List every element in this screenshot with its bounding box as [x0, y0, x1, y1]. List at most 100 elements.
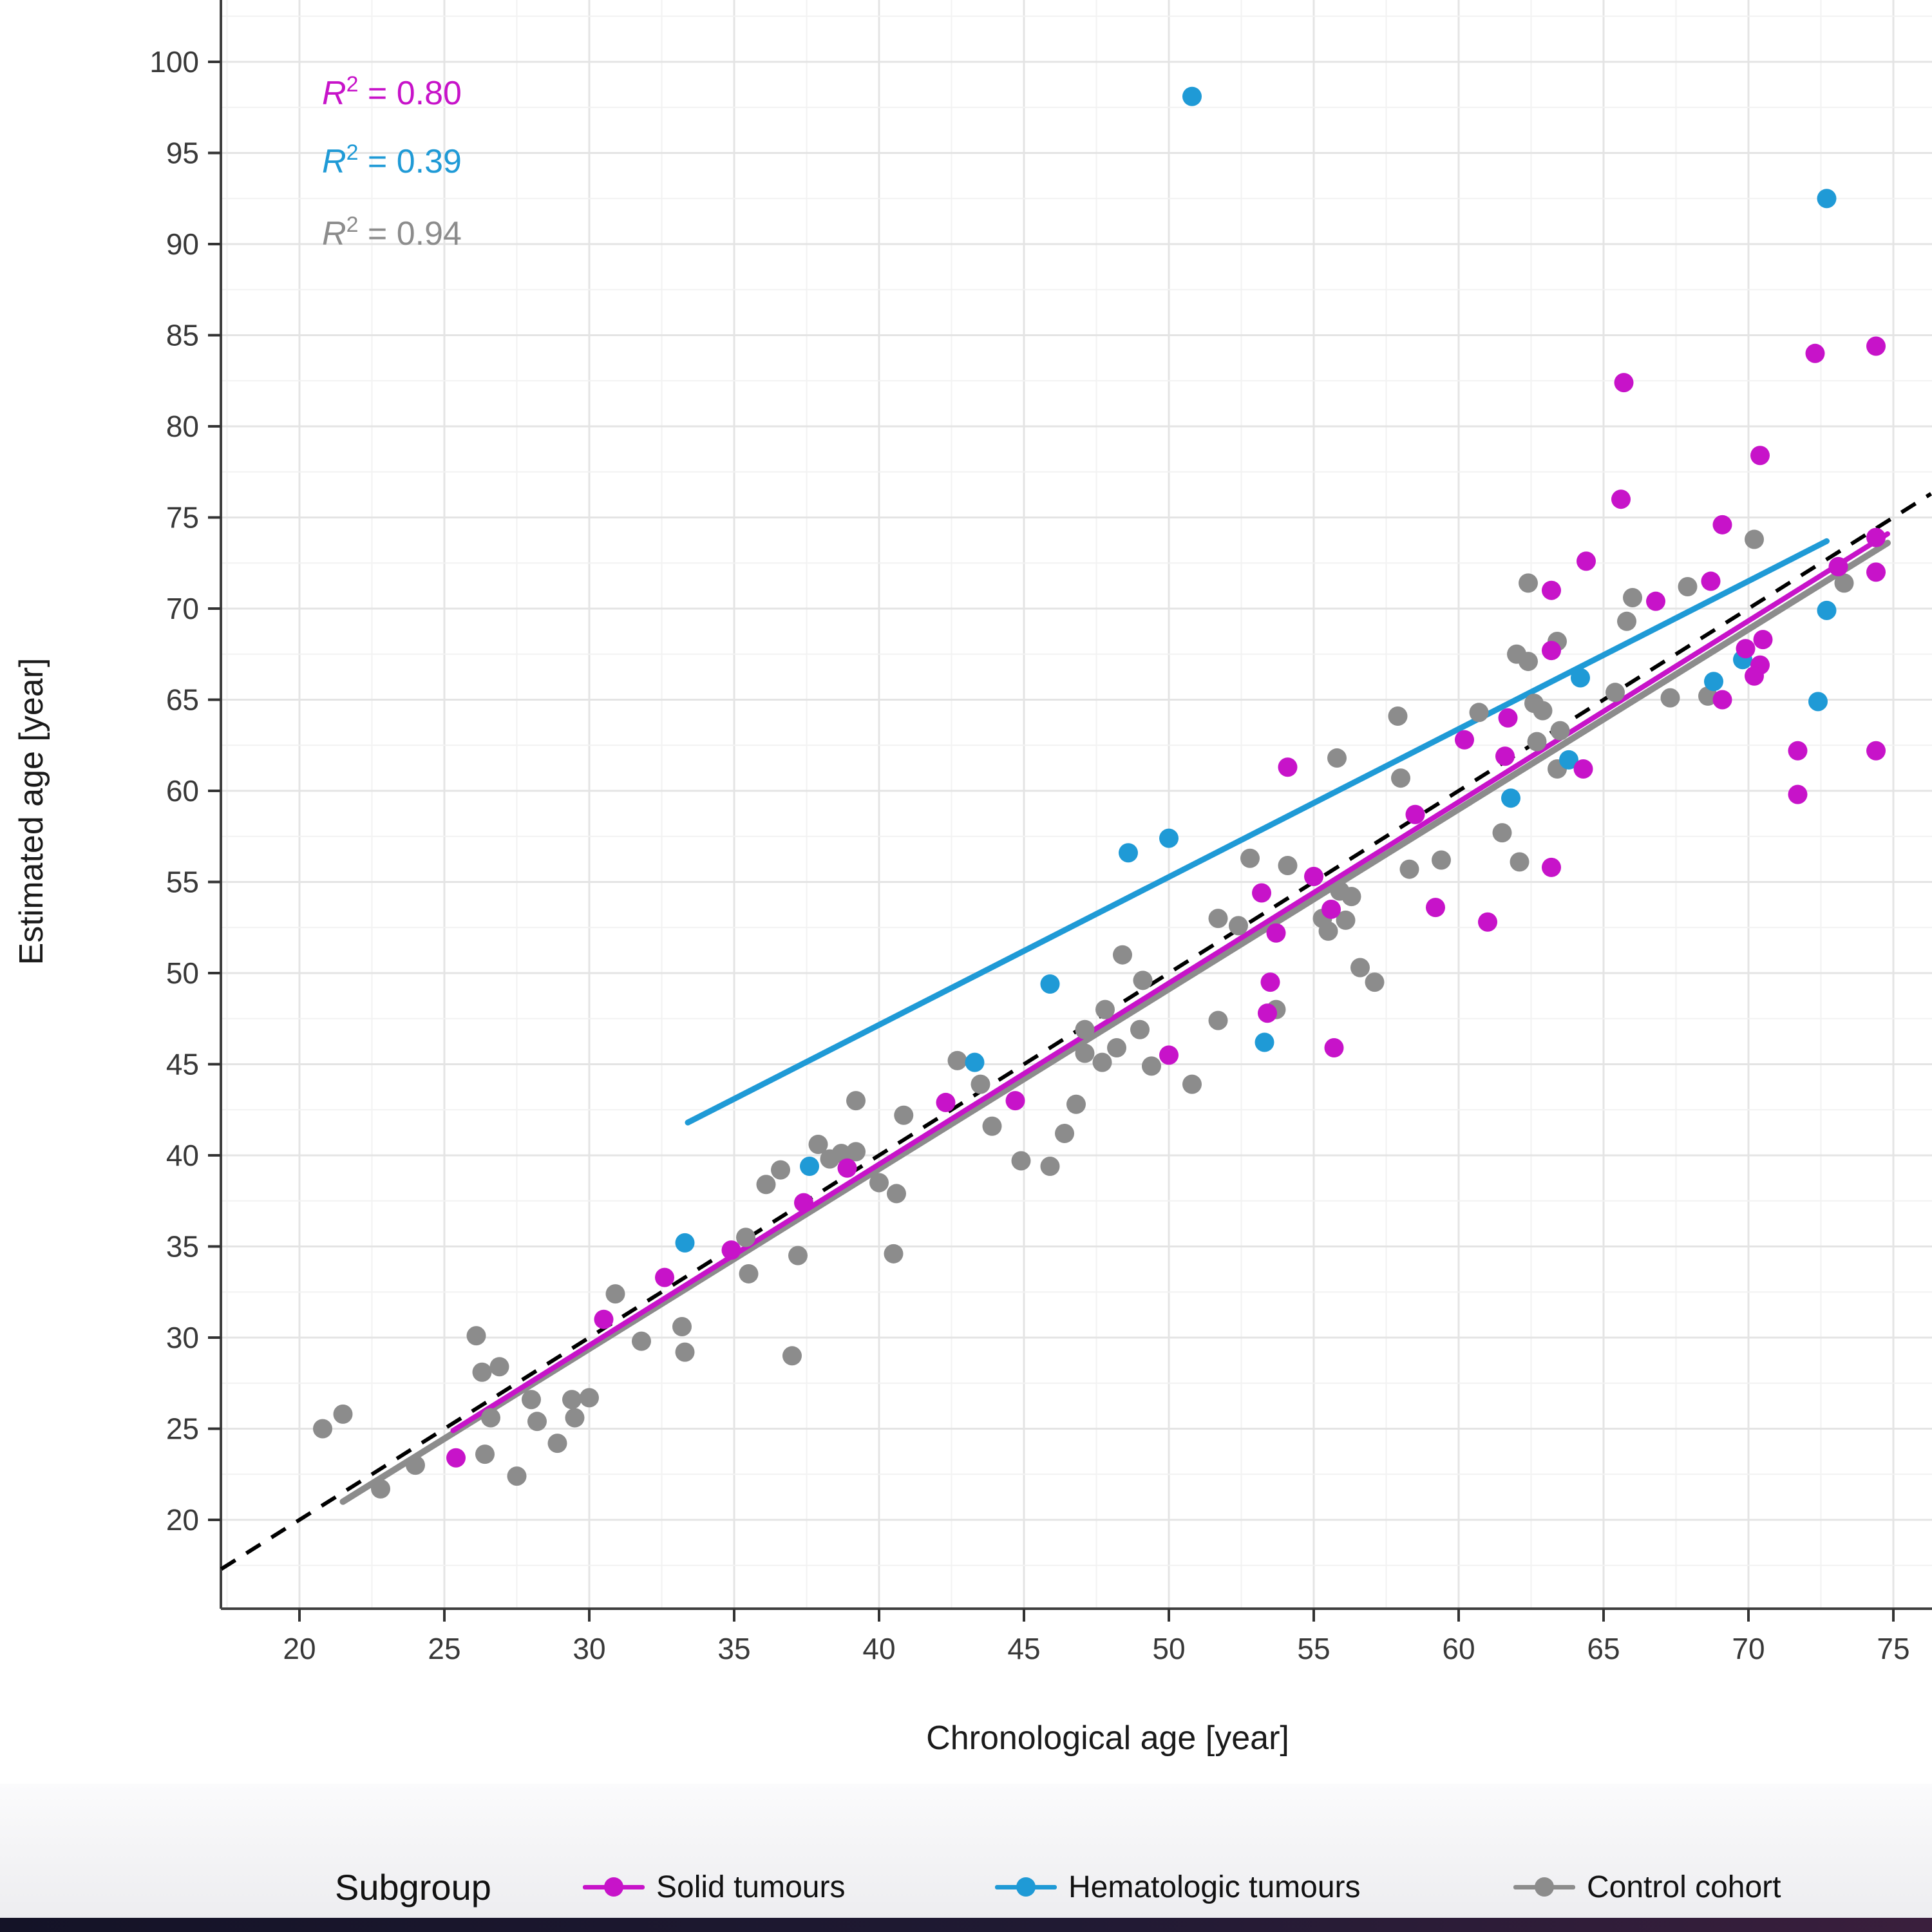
- data-point-control-cohort: [782, 1346, 802, 1366]
- data-point-hematologic-tumours: [1559, 750, 1578, 770]
- data-point-control-cohort: [1391, 768, 1410, 788]
- y-tick-label: 90: [166, 227, 199, 261]
- data-point-hematologic-tumours: [1119, 843, 1138, 863]
- y-tick-label: 95: [166, 137, 199, 170]
- data-point-solid-tumours: [594, 1309, 614, 1329]
- data-point-control-cohort: [489, 1357, 509, 1377]
- data-point-solid-tumours: [1788, 741, 1808, 761]
- data-point-solid-tumours: [446, 1448, 466, 1468]
- data-point-solid-tumours: [1542, 580, 1561, 600]
- r-squared-annotation: R2 = 0.80: [322, 72, 462, 112]
- legend-entry-control-cohort[interactable]: Control cohort: [1513, 1855, 1781, 1919]
- data-point-control-cohort: [507, 1466, 527, 1486]
- y-tick-label: 80: [166, 410, 199, 443]
- legend: Subgroup Solid tumours Hematologic tumou…: [0, 1855, 1932, 1919]
- data-point-control-cohort: [1113, 945, 1132, 965]
- data-point-control-cohort: [313, 1419, 332, 1439]
- data-point-control-cohort: [884, 1244, 904, 1264]
- x-tick-label: 25: [428, 1632, 460, 1665]
- data-point-solid-tumours: [794, 1193, 813, 1213]
- data-point-control-cohort: [1229, 916, 1248, 936]
- data-point-control-cohort: [739, 1264, 759, 1283]
- data-point-control-cohort: [869, 1173, 889, 1193]
- data-point-hematologic-tumours: [1159, 828, 1179, 848]
- y-tick-label: 100: [149, 45, 199, 79]
- data-point-solid-tumours: [1753, 630, 1773, 650]
- data-point-control-cohort: [1492, 823, 1512, 843]
- legend-strip: [0, 1784, 1932, 1918]
- fit-line-hematologic-tumours: [685, 538, 1830, 1126]
- data-point-control-cohort: [1399, 859, 1419, 879]
- data-point-control-cohort: [475, 1444, 495, 1464]
- data-point-solid-tumours: [1304, 867, 1323, 887]
- data-point-solid-tumours: [1455, 730, 1474, 750]
- data-point-control-cohort: [1075, 1043, 1095, 1063]
- data-point-control-cohort: [1318, 921, 1338, 941]
- x-tick-label: 75: [1877, 1632, 1909, 1665]
- data-point-control-cohort: [1182, 1074, 1202, 1094]
- solid-tumours-key-icon: [583, 1874, 645, 1900]
- data-point-solid-tumours: [1573, 759, 1593, 779]
- data-point-control-cohort: [1533, 701, 1553, 721]
- data-point-control-cohort: [808, 1135, 828, 1155]
- data-point-control-cohort: [1350, 958, 1370, 978]
- grid-lines: [221, 0, 1932, 1609]
- legend-entry-hematologic-tumours[interactable]: Hematologic tumours: [995, 1855, 1361, 1919]
- data-point-hematologic-tumours: [1817, 600, 1837, 620]
- data-point-control-cohort: [481, 1408, 500, 1428]
- data-point-control-cohort: [1617, 611, 1636, 631]
- x-tick-label: 40: [862, 1632, 895, 1665]
- window-bottom-bar: [0, 1918, 1932, 1932]
- data-point-solid-tumours: [1278, 757, 1298, 777]
- data-point-hematologic-tumours: [800, 1156, 819, 1176]
- data-point-control-cohort: [1365, 972, 1385, 992]
- x-tick-label: 30: [573, 1632, 605, 1665]
- x-tick-label: 60: [1442, 1632, 1475, 1665]
- data-point-control-cohort: [527, 1412, 547, 1432]
- data-point-control-cohort: [771, 1160, 790, 1180]
- y-tick-label: 20: [166, 1503, 199, 1537]
- y-tick-label: 65: [166, 683, 199, 717]
- data-point-control-cohort: [947, 1050, 967, 1070]
- x-tick-label: 45: [1007, 1632, 1040, 1665]
- data-point-control-cohort: [1660, 688, 1680, 708]
- data-point-hematologic-tumours: [965, 1052, 985, 1072]
- data-point-control-cohort: [756, 1175, 776, 1195]
- data-point-control-cohort: [1550, 721, 1570, 741]
- data-point-control-cohort: [562, 1390, 582, 1410]
- control-cohort-key-icon: [1513, 1874, 1575, 1900]
- legend-entry-solid-tumours[interactable]: Solid tumours: [583, 1855, 845, 1919]
- data-points: [313, 86, 1886, 1499]
- data-point-control-cohort: [1240, 848, 1260, 868]
- x-tick-label: 65: [1587, 1632, 1620, 1665]
- data-point-control-cohort: [1130, 1019, 1150, 1039]
- data-point-control-cohort: [1432, 850, 1451, 870]
- data-point-control-cohort: [605, 1284, 625, 1304]
- data-point-solid-tumours: [1159, 1045, 1179, 1065]
- data-point-hematologic-tumours: [675, 1233, 695, 1253]
- data-point-control-cohort: [466, 1326, 486, 1346]
- y-tick-label: 75: [166, 501, 199, 535]
- data-point-solid-tumours: [1005, 1091, 1025, 1111]
- data-point-solid-tumours: [1614, 373, 1634, 393]
- data-point-solid-tumours: [1750, 446, 1770, 466]
- data-point-hematologic-tumours: [1182, 86, 1202, 106]
- data-point-control-cohort: [406, 1455, 425, 1475]
- data-point-solid-tumours: [1712, 515, 1732, 535]
- data-point-control-cohort: [1519, 652, 1538, 672]
- data-point-solid-tumours: [1866, 741, 1886, 761]
- data-point-control-cohort: [1605, 683, 1625, 703]
- fit-line-solid-tumours: [450, 531, 1890, 1434]
- data-point-solid-tumours: [1577, 551, 1596, 571]
- data-point-solid-tumours: [1405, 804, 1425, 824]
- data-point-solid-tumours: [1266, 923, 1286, 943]
- data-point-control-cohort: [1678, 577, 1698, 597]
- data-point-control-cohort: [1341, 887, 1361, 907]
- data-point-control-cohort: [982, 1116, 1002, 1136]
- data-point-control-cohort: [1278, 856, 1298, 876]
- data-point-hematologic-tumours: [1808, 692, 1828, 712]
- data-point-control-cohort: [1469, 703, 1489, 723]
- y-tick-label: 85: [166, 319, 199, 352]
- data-point-control-cohort: [887, 1184, 906, 1204]
